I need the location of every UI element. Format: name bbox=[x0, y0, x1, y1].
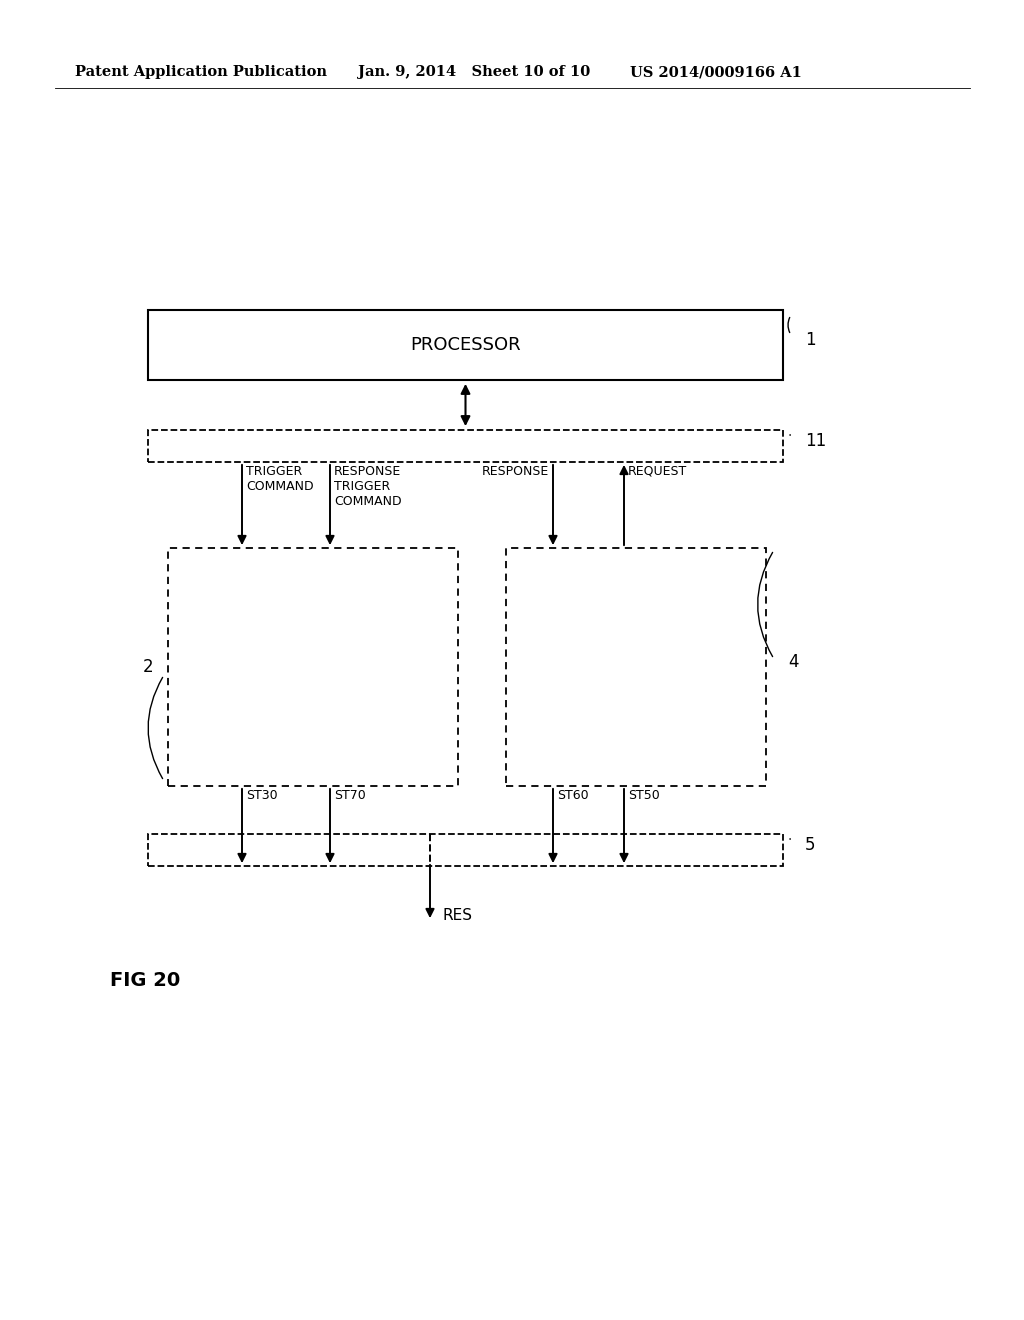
Bar bbox=[148, 310, 783, 380]
Text: RESPONSE: RESPONSE bbox=[481, 465, 549, 478]
Text: 4: 4 bbox=[788, 653, 799, 671]
Bar bbox=[148, 430, 783, 462]
Text: 11: 11 bbox=[805, 432, 826, 450]
Text: Jan. 9, 2014   Sheet 10 of 10: Jan. 9, 2014 Sheet 10 of 10 bbox=[358, 65, 590, 79]
Bar bbox=[168, 548, 458, 785]
Text: TRIGGER
COMMAND: TRIGGER COMMAND bbox=[246, 465, 313, 492]
Text: Patent Application Publication: Patent Application Publication bbox=[75, 65, 327, 79]
Bar bbox=[506, 548, 766, 785]
Text: 5: 5 bbox=[805, 836, 815, 854]
Text: FIG 20: FIG 20 bbox=[110, 970, 180, 990]
Text: RES: RES bbox=[442, 908, 472, 924]
Text: ST60: ST60 bbox=[557, 789, 589, 803]
Text: 2: 2 bbox=[142, 657, 153, 676]
Text: 1: 1 bbox=[805, 331, 816, 348]
Text: US 2014/0009166 A1: US 2014/0009166 A1 bbox=[630, 65, 802, 79]
Text: ST30: ST30 bbox=[246, 789, 278, 803]
Text: ST50: ST50 bbox=[628, 789, 659, 803]
Text: PROCESSOR: PROCESSOR bbox=[411, 337, 521, 354]
Bar bbox=[148, 834, 783, 866]
Text: REQUEST: REQUEST bbox=[628, 465, 687, 478]
Text: RESPONSE
TRIGGER
COMMAND: RESPONSE TRIGGER COMMAND bbox=[334, 465, 401, 508]
Text: ST70: ST70 bbox=[334, 789, 366, 803]
